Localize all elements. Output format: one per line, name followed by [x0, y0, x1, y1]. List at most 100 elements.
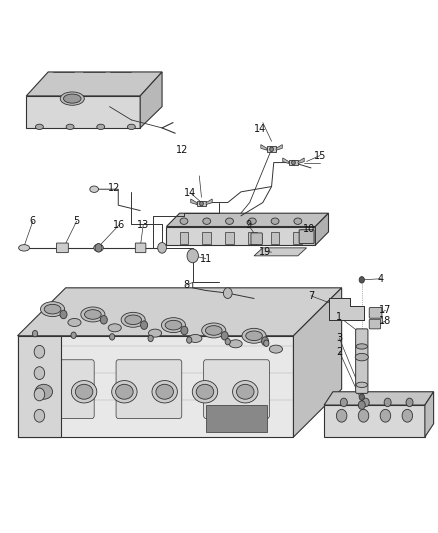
Circle shape: [359, 394, 364, 400]
Ellipse shape: [81, 307, 105, 322]
Circle shape: [223, 288, 232, 298]
Ellipse shape: [203, 218, 211, 224]
Text: 17: 17: [379, 305, 392, 315]
Ellipse shape: [116, 384, 133, 399]
Circle shape: [402, 409, 413, 422]
Circle shape: [340, 398, 347, 407]
Circle shape: [34, 345, 45, 358]
FancyBboxPatch shape: [251, 233, 262, 245]
Circle shape: [380, 409, 391, 422]
FancyBboxPatch shape: [57, 243, 68, 253]
Circle shape: [158, 243, 166, 253]
Ellipse shape: [271, 218, 279, 224]
Ellipse shape: [355, 353, 368, 361]
Ellipse shape: [97, 124, 105, 130]
Ellipse shape: [85, 310, 101, 319]
FancyBboxPatch shape: [202, 232, 211, 244]
FancyBboxPatch shape: [271, 232, 279, 244]
Circle shape: [181, 326, 188, 335]
Ellipse shape: [165, 320, 182, 330]
Ellipse shape: [60, 92, 84, 106]
Text: 1: 1: [336, 312, 343, 322]
Circle shape: [406, 398, 413, 407]
Polygon shape: [289, 160, 298, 165]
Ellipse shape: [127, 124, 135, 130]
Circle shape: [32, 330, 38, 337]
Circle shape: [187, 249, 198, 263]
Ellipse shape: [152, 381, 177, 403]
Circle shape: [261, 337, 268, 345]
Ellipse shape: [294, 218, 302, 224]
Ellipse shape: [112, 381, 137, 403]
Polygon shape: [293, 288, 342, 437]
Polygon shape: [425, 392, 434, 437]
Ellipse shape: [64, 94, 81, 103]
Ellipse shape: [18, 245, 30, 251]
Polygon shape: [283, 158, 289, 164]
Polygon shape: [191, 199, 197, 205]
Text: 8: 8: [183, 280, 189, 290]
Polygon shape: [18, 288, 342, 336]
Circle shape: [141, 321, 148, 329]
Ellipse shape: [71, 381, 97, 403]
Polygon shape: [324, 405, 425, 437]
Polygon shape: [18, 336, 293, 437]
Polygon shape: [276, 144, 282, 150]
Text: 4: 4: [378, 274, 384, 284]
Ellipse shape: [180, 218, 188, 224]
Circle shape: [110, 334, 115, 340]
Ellipse shape: [66, 124, 74, 130]
Text: 14: 14: [184, 188, 197, 198]
Ellipse shape: [35, 124, 43, 130]
Text: 11: 11: [200, 254, 212, 263]
Circle shape: [362, 398, 369, 407]
FancyBboxPatch shape: [206, 405, 267, 432]
Ellipse shape: [248, 218, 256, 224]
Circle shape: [71, 332, 76, 338]
Circle shape: [95, 244, 102, 252]
Polygon shape: [261, 144, 267, 150]
Polygon shape: [26, 96, 140, 128]
Ellipse shape: [148, 329, 162, 337]
Circle shape: [358, 401, 365, 409]
FancyBboxPatch shape: [135, 243, 146, 253]
Polygon shape: [18, 336, 61, 437]
Ellipse shape: [233, 381, 258, 403]
Ellipse shape: [156, 384, 173, 399]
FancyBboxPatch shape: [225, 232, 234, 244]
Circle shape: [270, 147, 273, 151]
Text: 6: 6: [30, 216, 36, 226]
Polygon shape: [298, 158, 304, 164]
Ellipse shape: [44, 304, 61, 314]
Ellipse shape: [94, 244, 103, 252]
Ellipse shape: [201, 323, 226, 338]
Text: 12: 12: [108, 183, 120, 192]
Ellipse shape: [356, 344, 367, 349]
Polygon shape: [328, 298, 364, 320]
Ellipse shape: [242, 328, 266, 343]
Circle shape: [264, 340, 269, 346]
Ellipse shape: [356, 382, 367, 387]
Polygon shape: [315, 213, 328, 245]
Text: 2: 2: [336, 347, 343, 357]
FancyBboxPatch shape: [369, 308, 382, 318]
Ellipse shape: [192, 381, 218, 403]
Ellipse shape: [229, 340, 242, 348]
Text: 16: 16: [113, 220, 125, 230]
Ellipse shape: [269, 345, 283, 353]
Ellipse shape: [196, 384, 214, 399]
Circle shape: [34, 367, 45, 379]
Text: 15: 15: [314, 151, 326, 160]
FancyBboxPatch shape: [299, 230, 314, 244]
FancyBboxPatch shape: [28, 360, 94, 418]
Ellipse shape: [35, 384, 53, 399]
Text: 14: 14: [254, 124, 266, 134]
Ellipse shape: [68, 318, 81, 326]
Circle shape: [34, 388, 45, 401]
Text: 7: 7: [308, 291, 314, 301]
FancyBboxPatch shape: [180, 232, 188, 244]
Polygon shape: [166, 227, 315, 245]
Ellipse shape: [121, 312, 145, 327]
Text: 5: 5: [74, 216, 80, 226]
Text: 19: 19: [259, 247, 271, 256]
